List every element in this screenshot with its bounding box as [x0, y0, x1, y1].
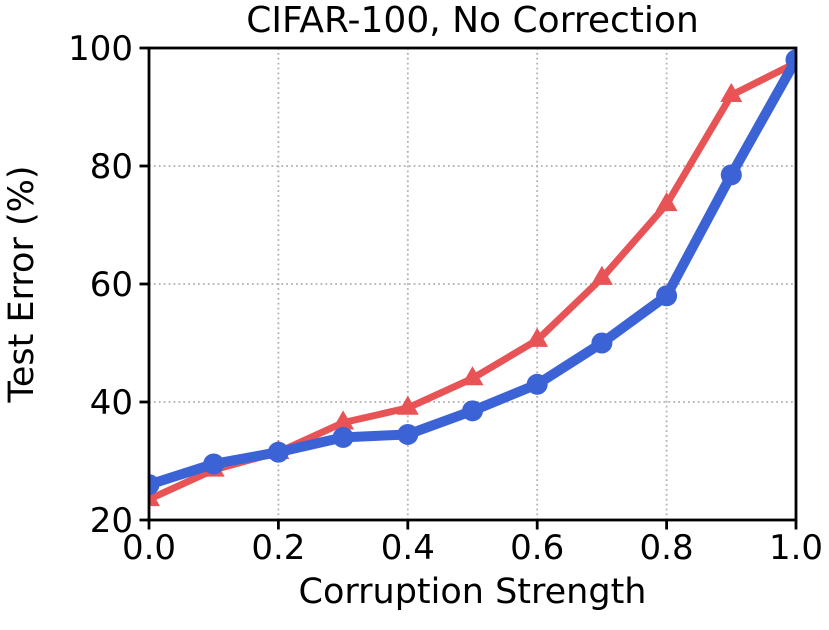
ticks	[139, 46, 798, 530]
x-tick-label: 0.8	[640, 528, 694, 568]
marker-circle	[720, 164, 742, 186]
x-axis-label: Corruption Strength	[298, 572, 647, 612]
x-tick-label: 0.6	[510, 528, 564, 568]
marker-triangle-up	[655, 192, 678, 212]
grid	[149, 48, 796, 520]
marker-triangle-up	[332, 410, 355, 430]
marker-circle	[462, 400, 483, 422]
y-tick-label: 100	[68, 29, 133, 69]
marker-circle	[332, 426, 354, 448]
y-tick-label: 40	[90, 383, 133, 423]
marker-triangle-up	[590, 265, 613, 285]
x-tick-label: 0.0	[122, 528, 176, 568]
marker-triangle-up	[396, 395, 419, 415]
marker-circle	[203, 453, 225, 475]
y-tick-label: 20	[90, 501, 133, 541]
chart-title: CIFAR-100, No Correction	[246, 0, 699, 41]
x-tick-label: 0.4	[381, 528, 435, 568]
tick-labels: 0.0 0.2 0.4 0.6 0.8 1.0 20 40 60 80 100	[68, 29, 823, 568]
y-axis-label: Test Error (%)	[2, 165, 42, 403]
series-red-triangle-series	[149, 50, 796, 507]
marker-circle	[149, 474, 160, 496]
marker-circle	[591, 332, 613, 354]
x-tick-label: 0.2	[251, 528, 305, 568]
marker-triangle-up	[720, 82, 743, 103]
marker-circle	[656, 285, 678, 307]
x-tick-label: 1.0	[769, 528, 823, 568]
series-line-red-triangle-series	[149, 59, 796, 503]
series-blue-circle-series	[149, 49, 796, 496]
marker-triangle-up	[461, 366, 484, 386]
y-tick-label: 60	[90, 265, 133, 305]
y-tick-label: 80	[90, 147, 133, 187]
marker-circle	[526, 373, 548, 395]
marker-circle	[397, 423, 419, 445]
marker-circle	[267, 441, 289, 463]
marker-circle	[785, 49, 796, 71]
marker-triangle-up	[526, 327, 549, 347]
